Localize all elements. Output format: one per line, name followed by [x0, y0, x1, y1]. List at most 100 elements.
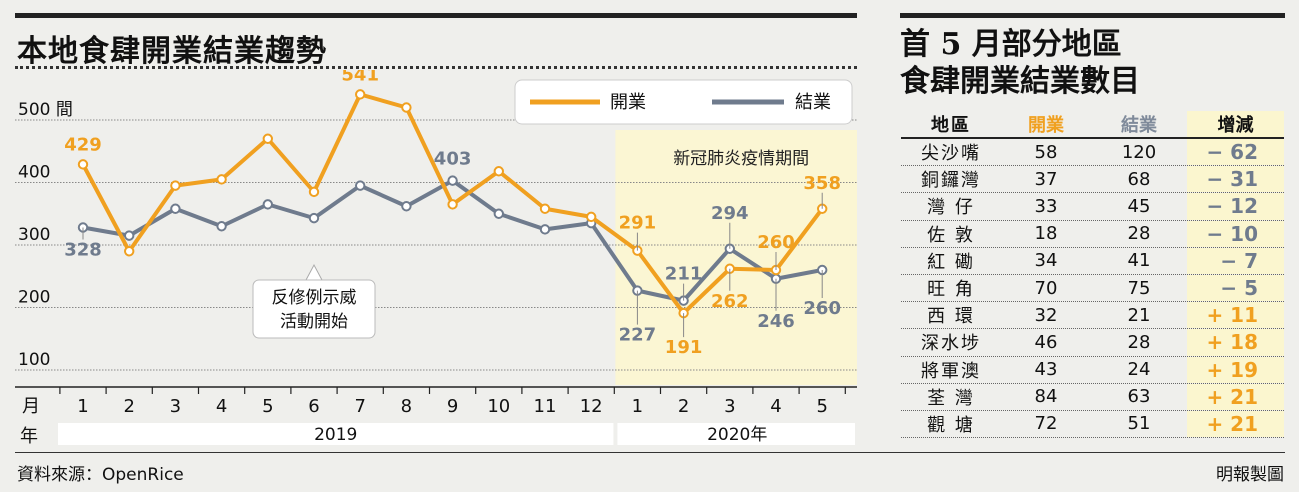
- cell-change-count: + 21: [1187, 410, 1284, 438]
- x-tick-label: 2: [123, 396, 134, 417]
- y-tick-label: 500 間: [18, 100, 73, 120]
- cell-close-count: 28: [1127, 223, 1151, 245]
- cell-open-count: 46: [1034, 331, 1058, 353]
- data-point-open: [447, 199, 458, 210]
- header-close: 結業: [1121, 115, 1157, 136]
- y-tick-label: 200: [18, 288, 50, 308]
- table-row: 將軍澳 43 24 + 19: [901, 356, 1284, 384]
- source-text: 資料來源：OpenRice: [17, 465, 184, 485]
- data-label: 211: [665, 264, 703, 285]
- table-body: 尖沙嘴 58 120 − 62 銅鑼灣 37 68 − 31 灣 仔 33 45 − 12 佐 敦 18 2…: [901, 139, 1284, 439]
- header-open: 開業: [1028, 115, 1064, 136]
- table-row: 紅 磡 34 41 − 7: [901, 247, 1284, 275]
- x-tick-label: 3: [724, 396, 735, 417]
- cell-close-count: 41: [1127, 250, 1151, 272]
- year-label: 2020年: [707, 425, 767, 445]
- credit-text: 明報製圖: [1216, 465, 1284, 485]
- cell-open-count: 70: [1034, 277, 1058, 299]
- table-title-line1: 首 5 月部分地區: [900, 27, 1122, 62]
- cell-district: 西 環: [927, 306, 975, 328]
- legend-label-close: 結業: [795, 92, 831, 113]
- cell-district: 將軍澳: [921, 360, 981, 382]
- x-tick-label: 11: [534, 396, 557, 417]
- cell-close-count: 21: [1127, 304, 1151, 326]
- table-header-row: 地區 開業 結業 增減: [901, 111, 1284, 139]
- data-label: 227: [619, 325, 657, 346]
- data-point-close: [124, 230, 135, 241]
- x-tick-label: 1: [632, 396, 643, 417]
- covid-period-shade: [615, 130, 857, 385]
- cell-district: 佐 敦: [927, 224, 975, 246]
- table-row: 荃 灣 84 63 + 21: [901, 383, 1284, 411]
- data-point-open: [586, 211, 597, 223]
- cell-close-count: 68: [1127, 168, 1151, 190]
- table-row: 深水埗 46 28 + 18: [901, 329, 1284, 357]
- data-label: 429: [64, 134, 102, 155]
- year-label: 2019: [314, 425, 357, 445]
- x-tick-label: 4: [770, 396, 781, 417]
- cell-change-count: − 31: [1187, 166, 1284, 193]
- table-row: 灣 仔 33 45 − 12: [901, 193, 1284, 221]
- data-label: 246: [757, 311, 795, 332]
- year-band-2019: [58, 423, 614, 445]
- cell-change-count: + 21: [1187, 383, 1284, 410]
- cell-close-count: 24: [1127, 359, 1151, 381]
- cell-close-count: 45: [1127, 195, 1151, 217]
- cell-district: 觀 塘: [927, 414, 975, 436]
- table-row: 佐 敦 18 28 − 10: [901, 220, 1284, 248]
- x-tick-label: 8: [401, 396, 412, 417]
- x-tick-label: 9: [447, 396, 458, 417]
- cell-change-count: + 11: [1187, 302, 1284, 329]
- table-row: 銅鑼灣 37 68 − 31: [901, 166, 1284, 194]
- cell-district: 銅鑼灣: [921, 170, 981, 192]
- table-row: 觀 塘 72 51 + 21: [901, 410, 1284, 439]
- data-point-close: [308, 212, 320, 224]
- data-point-open: [216, 174, 227, 185]
- x-tick-label: 1: [77, 396, 88, 417]
- data-point-open: [77, 159, 89, 170]
- cell-change-count: − 10: [1187, 220, 1284, 247]
- title-divider: [15, 66, 857, 69]
- data-point-close: [539, 224, 551, 235]
- cell-change-count: + 19: [1187, 356, 1284, 383]
- data-point-close: [401, 201, 412, 212]
- cell-open-count: 43: [1034, 359, 1058, 381]
- legend-box: [514, 79, 853, 125]
- right-top-rule: [900, 13, 1285, 18]
- cell-change-count: − 7: [1187, 247, 1284, 274]
- x-tick-label: 3: [170, 396, 181, 417]
- cell-district: 旺 角: [927, 279, 975, 301]
- data-point-open: [124, 246, 135, 257]
- cell-close-count: 63: [1127, 386, 1151, 408]
- callout-pointer: [305, 263, 323, 281]
- chart-title: 本地食肆開業結業趨勢: [17, 34, 327, 69]
- cell-change-count: − 5: [1187, 274, 1284, 302]
- cell-open-count: 37: [1034, 168, 1058, 190]
- table-title: 首 5 月部分地區 食肆開業結業數目: [900, 26, 1140, 100]
- district-table: 地區 開業 結業 增減 尖沙嘴 58 120 − 62 銅鑼灣 37 68 − 31 灣 仔 33…: [901, 111, 1284, 439]
- header-change: 增減: [1187, 111, 1284, 137]
- x-tick-label: 2: [678, 396, 689, 417]
- x-tick-label: 7: [354, 396, 365, 417]
- y-tick-label: 100: [18, 350, 50, 370]
- data-point-open: [401, 102, 412, 113]
- cell-district: 紅 磡: [927, 251, 975, 273]
- x-tick-label: 10: [487, 396, 510, 417]
- cell-district: 尖沙嘴: [921, 143, 981, 165]
- cell-open-count: 72: [1034, 413, 1058, 435]
- data-label: 262: [711, 291, 749, 312]
- x-row-label: 月: [22, 396, 40, 417]
- cell-district: 灣 仔: [927, 197, 975, 219]
- cell-change-count: − 12: [1187, 193, 1284, 220]
- footer-rule: [15, 452, 1285, 453]
- header-district: 地區: [931, 115, 971, 136]
- x-tick-label: 6: [308, 396, 319, 417]
- callout-text: 活動開始: [280, 312, 348, 332]
- cell-open-count: 18: [1034, 223, 1058, 245]
- year-row-label: 年: [20, 426, 38, 447]
- data-label: 191: [665, 337, 703, 358]
- x-tick-label: 4: [216, 396, 227, 417]
- data-label: 403: [434, 149, 472, 170]
